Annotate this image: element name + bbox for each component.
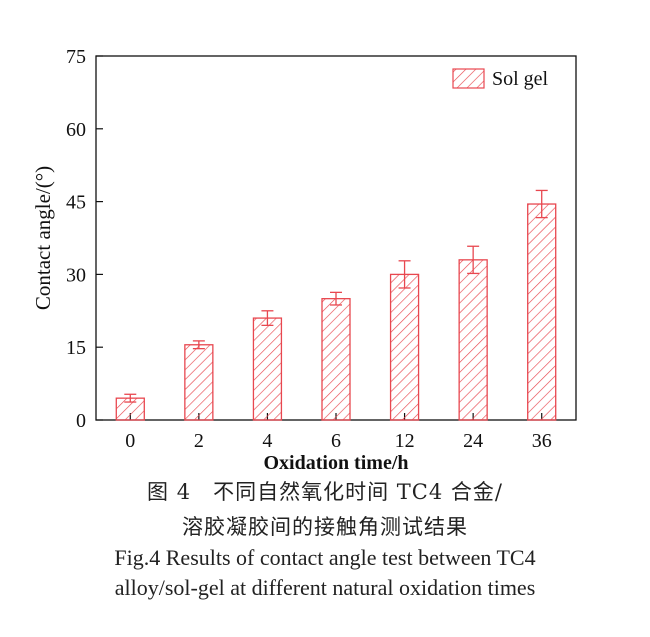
x-tick-label: 6 (331, 430, 341, 452)
y-tick-label: 30 (66, 264, 86, 286)
error-bars (124, 189, 548, 403)
y-tick-label: 45 (66, 192, 86, 214)
x-tick-label: 0 (125, 430, 135, 452)
y-tick-label: 75 (66, 46, 86, 68)
x-axis-label: Oxidation time/h (263, 452, 408, 474)
x-axis: 0 2 4 6 12 24 36 (125, 413, 552, 452)
legend-swatch (452, 68, 485, 89)
bar (389, 273, 420, 421)
bar-series (115, 203, 557, 421)
caption-cn-line1: 图 4 不同自然氧化时间 TC4 合金/ (147, 480, 503, 504)
bar (321, 298, 351, 421)
y-tick-label: 15 (66, 337, 86, 359)
x-tick-label: 24 (463, 430, 483, 452)
caption-cn-line2: 溶胶凝胶间的接触角测试结果 (182, 515, 468, 539)
bar (184, 344, 214, 421)
y-tick-label: 0 (76, 410, 86, 432)
bar (252, 317, 283, 421)
bar (458, 259, 488, 421)
x-tick-label: 36 (532, 430, 552, 452)
x-tick-label: 2 (194, 430, 204, 452)
legend-label: Sol gel (492, 68, 549, 90)
legend: Sol gel (452, 68, 549, 90)
x-tick-label: 4 (262, 430, 272, 452)
caption-en-line1: Fig.4 Results of contact angle test betw… (114, 545, 536, 570)
x-tick-label: 12 (395, 430, 415, 452)
bar (527, 203, 557, 421)
y-tick-label: 60 (66, 119, 86, 141)
caption-en-line2: alloy/sol-gel at different natural oxida… (114, 575, 536, 600)
y-axis: 0 15 30 45 60 75 (66, 46, 103, 432)
y-axis-label: Contact angle/(°) (31, 166, 55, 310)
